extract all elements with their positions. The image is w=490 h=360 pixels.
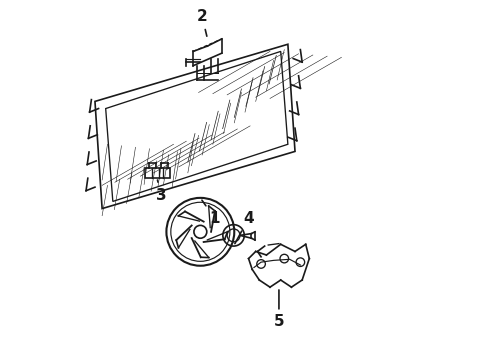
Text: 3: 3: [156, 180, 167, 203]
Text: 4: 4: [235, 211, 254, 244]
Text: 2: 2: [197, 9, 207, 36]
Bar: [145, 168, 170, 178]
Text: 5: 5: [273, 290, 284, 329]
Text: 1: 1: [202, 200, 220, 226]
